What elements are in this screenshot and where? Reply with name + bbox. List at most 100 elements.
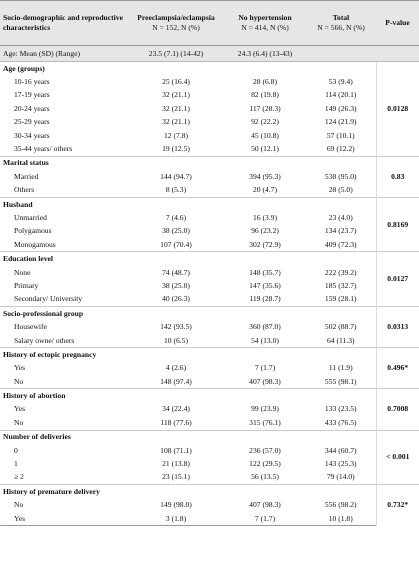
cell: 16 (3.9) [252, 212, 278, 222]
cell: Yes [14, 404, 26, 414]
data-row: Yes 4 (2.6) 7 (1.7) 11 (1.9) [0, 362, 419, 375]
header-sub: N = 414, N (%) [241, 23, 289, 32]
p-value: < 0.001 [375, 429, 419, 485]
cell: 24.3 (6.4) (13-43) [224, 45, 306, 62]
cell: 11 (1.9) [328, 363, 353, 373]
data-row: 10-16 years 25 (16.4) 28 (6.8) 53 (9.4) [0, 75, 419, 88]
cell: 57 (10.1) [326, 130, 355, 140]
cell: 32 (21.1) [162, 103, 190, 113]
data-row: Unmarried 7 (4.6) 16 (3.9) 23 (4.0) [0, 211, 419, 224]
cell: 315 (76.1) [249, 417, 281, 427]
cell: 32 (21.1) [162, 117, 190, 127]
cell [376, 45, 419, 62]
data-row: Married 144 (94.7) 394 (95.3) 538 (95.0) [0, 170, 419, 183]
cell: 7 (1.7) [254, 363, 276, 373]
p-value: 0.7008 [375, 388, 419, 431]
cell: 23 (15.1) [162, 472, 190, 482]
data-row: 20-24 years 32 (21.1) 117 (28.3) 149 (26.3) [0, 102, 419, 115]
cell: 38 (25.0) [162, 280, 190, 290]
table-body: Age: Mean (SD) (Range) 23.5 (7.1) (14-42)… [0, 45, 419, 527]
cell: Monogamous [14, 239, 56, 249]
cell: 25-29 years [14, 117, 50, 127]
cell: 118 (77.6) [160, 417, 192, 427]
cell: 148 (35.7) [249, 267, 281, 277]
cell: 407 (98.3) [249, 376, 281, 386]
cell: 17-19 years [14, 90, 50, 100]
header-cell: P-value [376, 0, 419, 46]
data-row: No 149 (98.0) 407 (98.3) 556 (98.2) [0, 499, 419, 512]
header-cell: No hypertension N = 414, N (%) [224, 0, 306, 46]
section-row: Age (groups) 0.0128 [0, 61, 419, 157]
cell: 222 (39.2) [324, 267, 357, 277]
data-row: Housewife 142 (93.5) 360 (87.0) 502 (88.7) [0, 320, 419, 333]
data-row: 0 108 (71.1) 236 (57.0) 344 (60.7) [0, 444, 419, 457]
cell [306, 45, 376, 62]
section-title: Age (groups) [0, 61, 376, 76]
cell: 99 (23.9) [251, 404, 279, 414]
cell: 20 (4.7) [252, 185, 278, 195]
cell: 10-16 years [14, 77, 50, 87]
cell: 236 (57.0) [249, 445, 281, 455]
section-title: Husband [0, 196, 376, 212]
cell: 28 (6.8) [252, 77, 278, 87]
section-row: Marital status 0.83 [0, 155, 419, 198]
cell: 433 (76.5) [324, 417, 357, 427]
section-row: Husband 0.8169 [0, 196, 419, 252]
cell: 107 (70.4) [160, 239, 192, 249]
section-title: History of premature delivery [0, 484, 376, 499]
data-row: 35-44 years/ others 19 (12.5) 50 (12.1) 69 … [0, 142, 419, 156]
data-row: 17-19 years 32 (21.1) 82 (19.8) 114 (20.1) [0, 89, 419, 102]
cell: No [14, 417, 24, 427]
mean-row: Age: Mean (SD) (Range) 23.5 (7.1) (14-42)… [0, 45, 419, 62]
data-row: Salary owne/ others 10 (6.5) 54 (13.0) 64 (… [0, 334, 419, 348]
cell: No [14, 376, 24, 386]
cell: 4 (2.6) [165, 363, 187, 373]
cell: 538 (95.0) [324, 171, 357, 181]
section-title: Socio-professional group [0, 306, 376, 321]
cell: 124 (21.9) [324, 117, 357, 127]
cell: 35-44 years/ others [14, 144, 73, 154]
section-row: History of premature delivery 0.732* [0, 484, 419, 526]
cell: 149 (98.0) [160, 500, 192, 510]
p-value: 0.0128 [375, 61, 419, 157]
p-value: 0.732* [375, 484, 419, 526]
cell: 64 (11.3) [326, 335, 355, 345]
p-value: 0.83 [375, 155, 419, 198]
cell: 74 (48.7) [162, 267, 190, 277]
header-title: Socio-demographic and reproductive chara… [3, 13, 123, 32]
section-row: History of ectopic pregnancy 0.496* [0, 347, 419, 389]
cell: 10 (6.5) [163, 335, 189, 345]
cell: 142 (93.5) [160, 322, 192, 332]
cell: 56 (13.5) [251, 472, 279, 482]
cell: 54 (13.0) [251, 335, 279, 345]
p-value: 0.8169 [375, 196, 419, 252]
section-title: Number of deliveries [0, 429, 376, 444]
section-title: History of abortion [0, 388, 376, 403]
data-row: ≥ 2 23 (15.1) 56 (13.5) 79 (14.0) [0, 471, 419, 485]
header-sub: N = 566, N (%) [317, 23, 365, 32]
cell: 45 (10.8) [251, 130, 279, 140]
data-row: Secondary/ University 40 (26.3) 119 (28.7)… [0, 293, 419, 307]
section-row: History of abortion 0.7008 [0, 388, 419, 431]
data-row: 30-34 years 12 (7.8) 45 (10.8) 57 (10.1) [0, 129, 419, 142]
cell: 82 (19.8) [251, 90, 279, 100]
header-cell: Total N = 566, N (%) [306, 0, 376, 46]
cell: None [14, 267, 31, 277]
cell: 79 (14.0) [326, 472, 355, 482]
data-row: None 74 (48.7) 148 (35.7) 222 (39.2) [0, 266, 419, 279]
cell: 53 (9.4) [328, 77, 353, 87]
cell: 25 (16.4) [162, 77, 190, 87]
cell: 12 (7.8) [163, 130, 189, 140]
cell: ≥ 2 [14, 472, 24, 482]
data-row: Yes 34 (22.4) 99 (23.9) 133 (23.5) [0, 403, 419, 416]
p-value: 0.0313 [375, 306, 419, 348]
cell: 133 (23.5) [324, 404, 357, 414]
cell: 23.5 (7.1) (14-42) [128, 45, 224, 62]
section-row: Number of deliveries < 0.001 [0, 429, 419, 485]
cell: 3 (1.8) [128, 511, 224, 527]
data-row: Polygamous 38 (25.0) 96 (23.2) 134 (23.7) [0, 225, 419, 238]
cell: Primary [14, 280, 39, 290]
cell: 32 (21.1) [162, 90, 190, 100]
cell: 7 (1.7) [224, 511, 306, 527]
